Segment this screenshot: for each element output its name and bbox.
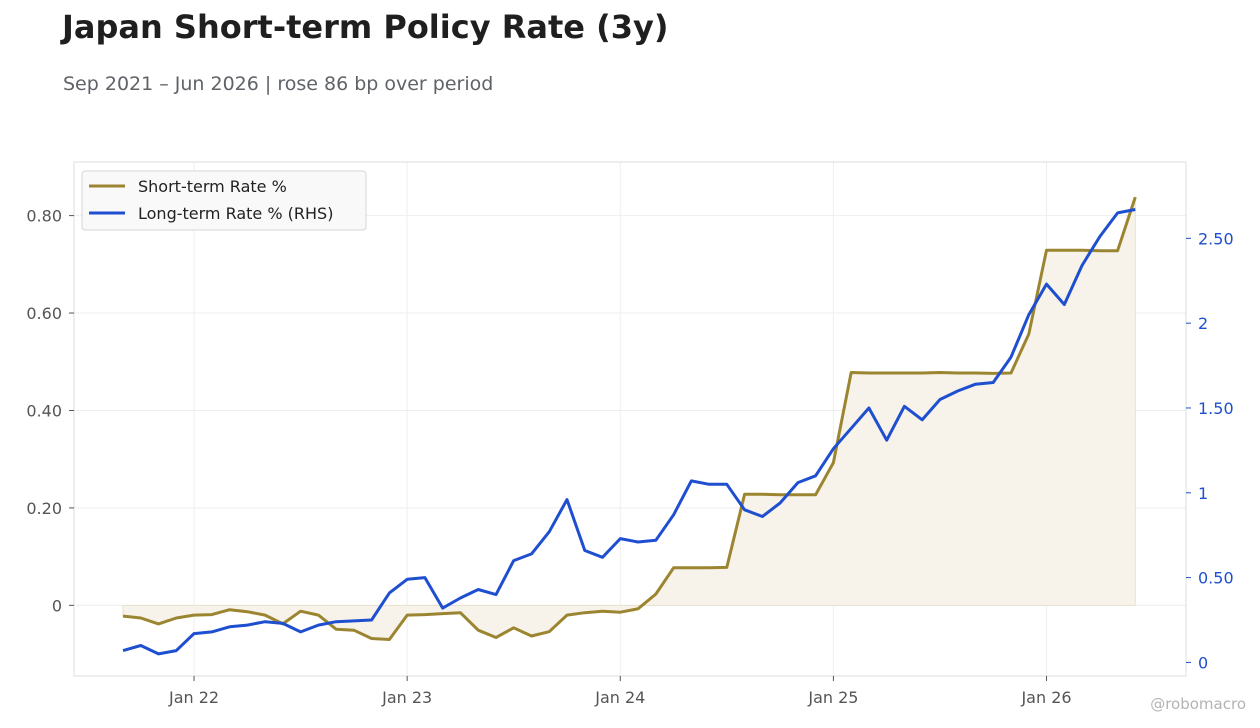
short-rate-area <box>122 196 1136 641</box>
short-rate-line <box>122 196 1137 641</box>
right-tick-label: 1 <box>1198 484 1208 503</box>
x-tick-label: Jan 22 <box>168 688 219 707</box>
left-tick-label: 0.40 <box>26 401 62 420</box>
x-axis: Jan 22 Jan 23 Jan 24 Jan 25 Jan 26 <box>168 676 1072 707</box>
plot-frame <box>73 161 1187 677</box>
left-tick-label: 0.20 <box>26 499 62 518</box>
watermark: @robomacro <box>1150 695 1246 713</box>
chart-subtitle: Sep 2021 – Jun 2026 | rose 86 bp over pe… <box>63 73 494 95</box>
chart-title: Japan Short-term Policy Rate (3y) <box>62 8 669 46</box>
series-lines <box>122 196 1137 656</box>
left-y-axis: 0 0.20 0.40 0.60 0.80 <box>26 207 74 615</box>
left-tick-label: 0.60 <box>26 304 62 323</box>
x-tick-label: Jan 25 <box>807 688 858 707</box>
right-tick-label: 0.50 <box>1198 569 1234 588</box>
legend-label: Long-term Rate % (RHS) <box>138 204 333 223</box>
x-tick-label: Jan 23 <box>381 688 432 707</box>
right-tick-label: 2.50 <box>1198 229 1234 248</box>
x-tick-label: Jan 26 <box>1020 688 1071 707</box>
left-tick-label: 0 <box>52 596 62 615</box>
legend-label: Short-term Rate % <box>138 177 287 196</box>
left-tick-label: 0.80 <box>26 207 62 226</box>
right-tick-label: 0 <box>1198 653 1208 672</box>
right-y-axis: 0 0.50 1 1.50 2 2.50 <box>1186 229 1234 672</box>
right-tick-label: 1.50 <box>1198 399 1234 418</box>
legend: Short-term Rate % Long-term Rate % (RHS) <box>81 170 367 231</box>
right-tick-label: 2 <box>1198 314 1208 333</box>
x-tick-label: Jan 24 <box>594 688 645 707</box>
short-rate-fill <box>122 196 1136 641</box>
long-rate-line <box>122 208 1136 656</box>
legend-box <box>81 170 367 231</box>
